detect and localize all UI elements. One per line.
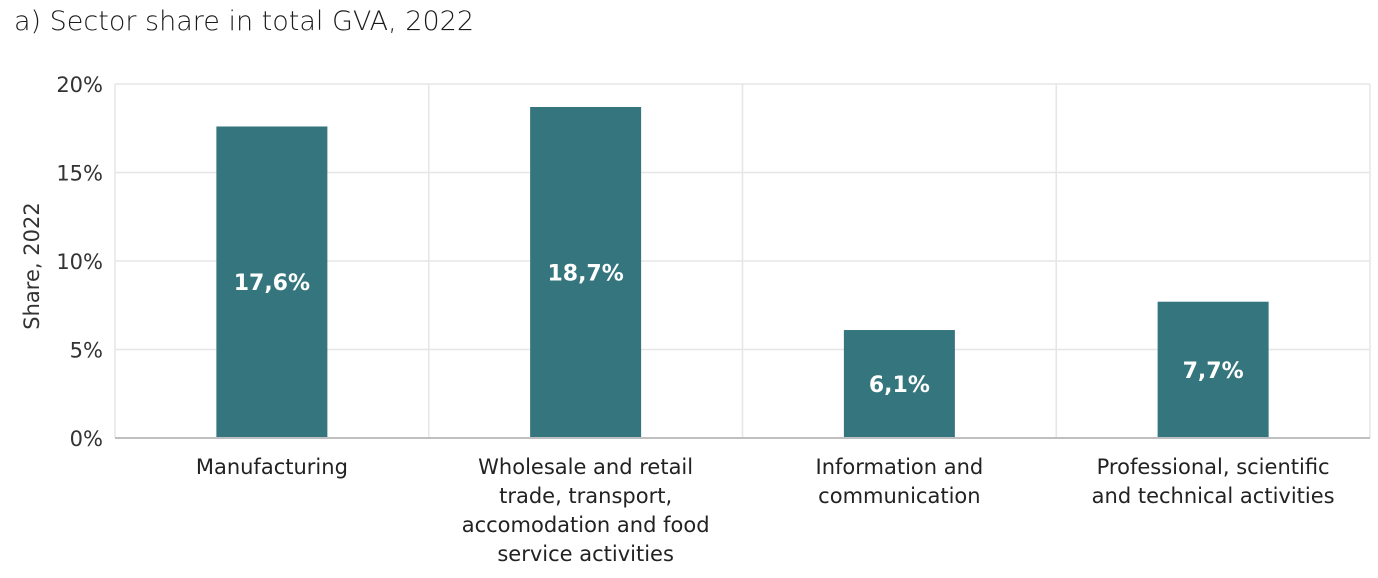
x-category-label-line: Information and [816,455,984,479]
x-category-label-0: Manufacturing [196,455,348,479]
bar-0 [216,126,328,438]
x-category-label-line: communication [818,484,980,508]
bar-1 [530,107,642,438]
x-category-label-3: Professional, scientific and technical ac… [1092,455,1335,508]
x-category-label-line: service activities [497,542,674,566]
data-label-2: 6,1% [869,373,930,398]
chart-title: a) Sector share in total GVA, 2022 [14,6,475,37]
y-tick-label-0: 0% [70,427,103,451]
bar-3 [1157,301,1269,438]
y-tick-label-1: 5% [70,339,103,363]
y-axis-title: Share, 2022 [20,202,44,329]
bar-2 [843,330,955,438]
x-category-label-2: Information and communication [816,455,984,508]
x-category-label-line: trade, transport, [499,484,672,508]
x-category-label-line: Professional, scientific [1097,455,1330,479]
y-tick-label-2: 10% [56,250,103,274]
x-category-label-line: Wholesale and retail [478,455,693,479]
data-label-1: 18,7% [547,262,623,287]
data-label-3: 7,7% [1183,359,1244,384]
x-category-label-1: Wholesale and retail trade, transport, acc… [462,455,710,566]
y-tick-label-3: 15% [56,162,103,186]
x-category-label-line: and technical activities [1092,484,1335,508]
x-category-label-line: accomodation and food [462,513,710,537]
data-label-0: 17,6% [234,271,310,296]
y-tick-label-4: 20% [56,73,103,97]
x-category-label-line: Manufacturing [196,455,348,479]
